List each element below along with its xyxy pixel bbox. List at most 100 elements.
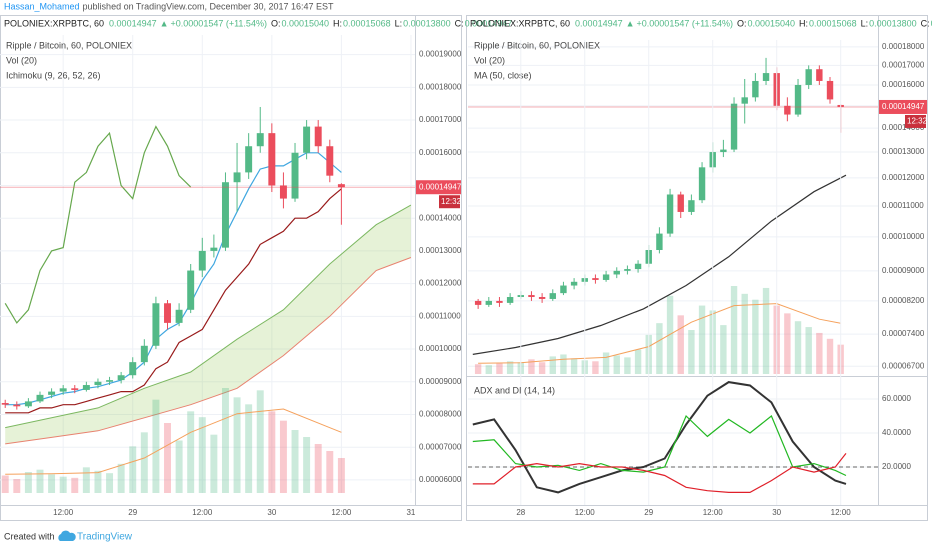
volume-bar (1, 475, 9, 493)
volume-bar (221, 388, 229, 493)
indicator-line (472, 174, 847, 355)
volume-bar (152, 399, 160, 493)
x-tick-label: 12:00 (831, 508, 852, 517)
candle-body (698, 167, 706, 201)
candle-body (560, 285, 567, 294)
legend-entry: Ichimoku (9, 26, 52, 26) (6, 70, 101, 80)
y-tick-label: 20.0000 (882, 462, 911, 471)
volume-bar (175, 440, 183, 493)
candle-body (210, 247, 218, 251)
candle-body (268, 133, 276, 186)
candle-body (794, 84, 802, 115)
candle-body (634, 263, 642, 270)
candle-body (152, 303, 160, 346)
ohlc-key: O: (271, 18, 281, 28)
candle-body (688, 200, 695, 212)
candle-body (602, 274, 610, 280)
candle-body (613, 270, 620, 275)
ohlc-key: H: (333, 18, 342, 28)
last-price-box (416, 180, 461, 195)
volume-bar (36, 469, 44, 493)
candle-body (752, 80, 759, 98)
volume-bar (741, 293, 748, 374)
candle-body (117, 375, 125, 381)
volume-bar (256, 390, 264, 493)
y-tick-label: 0.00008000 (419, 410, 462, 419)
candle-body (666, 194, 674, 234)
quote-price: 0.00014947 (109, 18, 157, 28)
candle-body (245, 146, 253, 173)
volume-bar (570, 358, 578, 374)
volume-bar (48, 474, 56, 493)
footer-created: Created with (4, 531, 55, 541)
countdown-box (905, 114, 926, 128)
volume-bar (592, 361, 599, 374)
right-panel (466, 15, 928, 521)
volume-bar (129, 446, 137, 493)
footer-brand[interactable]: TradingView (77, 532, 133, 543)
volume-bar (752, 299, 759, 374)
y-tick-label: 0.00012000 (419, 279, 462, 288)
volume-bar (303, 437, 311, 493)
candle-body (279, 185, 287, 199)
candle-body (59, 388, 67, 392)
y-tick-label: 0.00006000 (419, 475, 462, 484)
volume-ma (478, 303, 841, 364)
countdown-box (439, 195, 460, 209)
y-tick-label: 0.00012000 (882, 173, 925, 182)
y-tick-label: 0.00016000 (419, 148, 462, 157)
volume-bar (291, 430, 299, 493)
y-tick-label: 0.00008200 (882, 296, 925, 305)
quote-price: 0.00014947 (575, 18, 623, 28)
candle-body (106, 380, 114, 382)
ohlc-value: 0.00015068 (809, 18, 857, 28)
x-tick-label: 12:00 (192, 508, 213, 517)
brand-icon (58, 530, 76, 541)
volume-bar (602, 352, 610, 374)
candle-body (129, 362, 137, 376)
cloud-line (5, 204, 412, 429)
candle-body (221, 182, 229, 248)
candle-body (474, 300, 482, 305)
symbol: POLONIEX:XRPBTC, 60 (470, 18, 570, 28)
y-tick-label: 0.00011000 (419, 311, 461, 320)
candle-body (175, 309, 183, 323)
volume-bar (24, 472, 32, 493)
candle-body (13, 404, 21, 407)
candle-body (570, 281, 578, 286)
author-link[interactable]: Hassan_Mohamed (4, 1, 80, 11)
candle-body (48, 391, 56, 395)
volume-bar (698, 305, 706, 374)
candle-body (94, 381, 102, 386)
y-tick-label: 0.00014000 (882, 123, 925, 132)
volume-bar (106, 473, 114, 493)
volume-bar (677, 315, 684, 374)
legend-entry: Ripple / Bitcoin, 60, POLONIEX (6, 40, 132, 50)
ohlc-value: 0.00014947 (465, 18, 513, 28)
y-tick-label: 0.00007000 (419, 442, 462, 451)
x-tick-label: 12:00 (331, 508, 352, 517)
y-tick-label: 0.00013000 (882, 147, 925, 156)
volume-bar (816, 332, 823, 374)
candle-body (303, 126, 311, 153)
volume-bar (117, 463, 125, 493)
volume-bar (94, 470, 102, 493)
volume-bar (210, 434, 218, 493)
x-tick-label: 12:00 (703, 508, 724, 517)
volume-bar (560, 354, 567, 374)
candle-body (256, 133, 264, 147)
volume-bar (634, 349, 642, 374)
publish-info: published on TradingView.com, December 3… (83, 1, 334, 11)
candle-body (140, 345, 148, 363)
volume-bar (784, 313, 791, 374)
ohlc-value: 0.00014947 (931, 18, 932, 28)
x-tick-label: 29 (644, 508, 653, 517)
volume-bar (82, 467, 90, 493)
indicator-line (472, 453, 847, 493)
candle-body (314, 126, 322, 147)
volume-bar (198, 417, 206, 493)
x-tick-label: 12:00 (53, 508, 74, 517)
ohlc-value: 0.00013800 (403, 18, 451, 28)
candle-body (538, 297, 546, 299)
